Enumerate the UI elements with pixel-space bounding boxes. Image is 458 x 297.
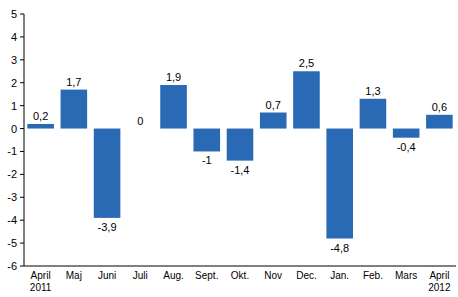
data-label: 1,3 bbox=[365, 85, 380, 97]
bar bbox=[260, 113, 287, 129]
data-label: -0,4 bbox=[397, 141, 416, 153]
y-tick-label: 5 bbox=[11, 8, 17, 20]
data-label: -3,9 bbox=[98, 221, 117, 233]
data-label: 0,6 bbox=[432, 101, 447, 113]
y-tick bbox=[20, 220, 24, 221]
bar bbox=[61, 90, 88, 129]
data-label: 0,7 bbox=[266, 99, 281, 111]
y-tick-label: -3 bbox=[7, 191, 17, 203]
data-label: 0,2 bbox=[33, 110, 48, 122]
x-axis bbox=[24, 266, 456, 267]
x-tick-label: Aug. bbox=[163, 270, 184, 281]
bar bbox=[326, 129, 353, 239]
bar bbox=[227, 129, 254, 161]
x-tick-label: Maj bbox=[66, 270, 82, 281]
y-tick-label: -1 bbox=[7, 145, 17, 157]
y-tick bbox=[20, 174, 24, 175]
y-tick-label: -6 bbox=[7, 260, 17, 272]
data-label: 0 bbox=[137, 115, 143, 127]
bar bbox=[160, 85, 187, 129]
bar bbox=[127, 128, 154, 129]
bar bbox=[27, 124, 54, 129]
data-label: -1,4 bbox=[231, 164, 250, 176]
y-tick-label: 0 bbox=[11, 123, 17, 135]
data-label: 1,7 bbox=[66, 76, 81, 88]
y-tick-label: 2 bbox=[11, 77, 17, 89]
y-tick-label: 1 bbox=[11, 100, 17, 112]
x-tick-label: Sept. bbox=[195, 270, 218, 281]
data-label: -1 bbox=[202, 154, 212, 166]
y-tick bbox=[20, 243, 24, 244]
x-tick-label: April2012 bbox=[428, 270, 451, 293]
y-tick-label: -5 bbox=[7, 237, 17, 249]
bar bbox=[293, 71, 320, 128]
bars bbox=[27, 71, 452, 238]
chart: -6 -5 -4 -3 -2 -1 0 1 2 3 4 5 April2011 Maj Juni Juli Au… bbox=[0, 0, 458, 297]
y-tick bbox=[20, 128, 24, 129]
x-tick-label: Feb. bbox=[363, 270, 383, 281]
x-tick-label: Jan. bbox=[330, 270, 349, 281]
y-tick bbox=[20, 14, 24, 15]
y-tick bbox=[20, 59, 24, 60]
bar bbox=[94, 129, 121, 218]
x-tick-label: Nov bbox=[264, 270, 282, 281]
y-tick-label: -2 bbox=[7, 168, 17, 180]
y-tick bbox=[20, 197, 24, 198]
y-tick bbox=[20, 82, 24, 83]
bar bbox=[393, 129, 420, 138]
bar bbox=[426, 115, 453, 129]
y-tick bbox=[20, 151, 24, 152]
x-tick-label: April2011 bbox=[30, 270, 52, 293]
y-tick-label: -4 bbox=[7, 214, 17, 226]
data-label: 2,5 bbox=[299, 57, 314, 69]
y-tick bbox=[20, 36, 24, 37]
y-tick-label: 3 bbox=[11, 54, 17, 66]
x-tick-label: Dec. bbox=[296, 270, 317, 281]
y-tick bbox=[20, 105, 24, 106]
bar bbox=[360, 99, 387, 129]
y-tick bbox=[20, 266, 24, 267]
y-axis bbox=[24, 14, 25, 266]
x-tick-label: Okt. bbox=[231, 270, 249, 281]
x-tick-label: Mars bbox=[395, 270, 417, 281]
y-tick-label: 4 bbox=[11, 31, 17, 43]
x-tick-label: Juni bbox=[98, 270, 116, 281]
data-label: 1,9 bbox=[166, 71, 181, 83]
x-tick-label: Juli bbox=[133, 270, 148, 281]
data-label: -4,8 bbox=[330, 242, 349, 254]
bar bbox=[193, 129, 220, 152]
